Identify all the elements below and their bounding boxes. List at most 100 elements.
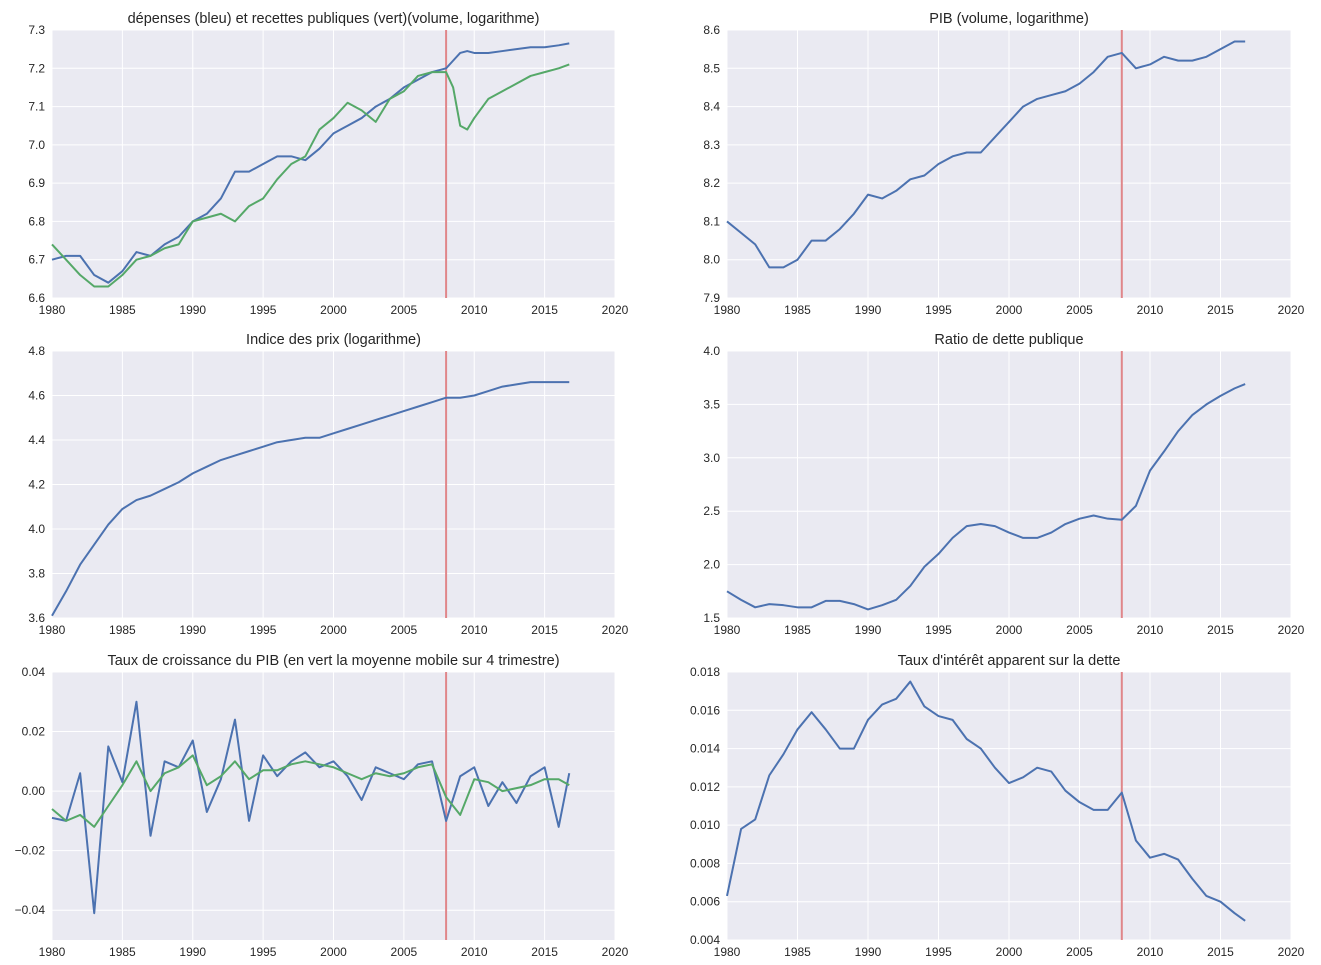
x-tick-label: 1980	[39, 623, 66, 637]
x-tick-label: 2010	[1137, 623, 1164, 637]
x-tick-label: 2005	[391, 945, 418, 959]
x-tick-label: 2020	[602, 623, 629, 637]
chart-title: dépenses (bleu) et recettes publiques (v…	[128, 11, 540, 27]
x-tick-label: 1995	[925, 623, 952, 637]
x-tick-label: 1990	[179, 945, 206, 959]
y-tick-label: 0.016	[690, 703, 720, 717]
y-tick-label: 4.2	[28, 478, 45, 492]
x-tick-label: 2015	[1207, 303, 1234, 317]
series-line	[51, 700, 571, 915]
y-tick-label: 8.5	[703, 61, 720, 75]
x-tick-label: 2015	[531, 945, 558, 959]
x-tick-label: 2020	[1278, 303, 1305, 317]
chart-title: Ratio de dette publique	[934, 332, 1083, 348]
x-tick-label: 2010	[461, 623, 488, 637]
series-line	[51, 63, 570, 288]
x-tick-label: 2000	[996, 945, 1023, 959]
y-tick-label: 0.006	[690, 895, 720, 909]
x-tick-label: 2015	[1207, 623, 1234, 637]
y-tick-label: −0.04	[15, 903, 46, 917]
chart-title: Taux de croissance du PIB (en vert la mo…	[107, 653, 559, 669]
x-tick-label: 2000	[320, 623, 347, 637]
x-tick-label: 2020	[602, 303, 629, 317]
y-tick-label: 0.010	[690, 818, 720, 832]
y-tick-label: 3.6	[28, 611, 45, 625]
y-tick-label: 6.8	[28, 214, 45, 228]
y-tick-label: 1.5	[703, 611, 720, 625]
chart-title: Indice des prix (logarithme)	[246, 332, 421, 348]
x-tick-label: 1985	[784, 303, 811, 317]
x-tick-label: 2000	[996, 303, 1023, 317]
x-tick-label: 2000	[320, 945, 347, 959]
x-tick-label: 1990	[855, 303, 882, 317]
x-tick-label: 2010	[1137, 303, 1164, 317]
y-tick-label: 6.6	[28, 291, 45, 305]
x-tick-label: 2005	[391, 303, 418, 317]
x-tick-label: 2005	[1066, 945, 1093, 959]
x-tick-label: 2015	[531, 623, 558, 637]
x-tick-label: 1995	[925, 303, 952, 317]
series-line	[726, 383, 1246, 611]
y-tick-label: 0.012	[690, 780, 720, 794]
y-tick-label: 0.008	[690, 856, 720, 870]
y-tick-label: 6.7	[28, 253, 45, 267]
x-tick-label: 1980	[714, 623, 741, 637]
x-tick-label: 1985	[784, 623, 811, 637]
x-tick-label: 1990	[855, 623, 882, 637]
y-tick-label: 8.4	[703, 100, 720, 114]
series-line	[51, 381, 570, 617]
x-tick-label: 2010	[461, 945, 488, 959]
x-tick-label: 2020	[602, 945, 629, 959]
y-tick-label: 4.6	[28, 389, 45, 403]
x-tick-label: 2010	[1137, 945, 1164, 959]
x-tick-label: 2005	[1066, 623, 1093, 637]
x-tick-label: 2005	[1066, 303, 1093, 317]
x-tick-label: 1985	[109, 945, 136, 959]
y-tick-label: 0.00	[22, 784, 46, 798]
y-tick-label: 4.8	[28, 344, 45, 358]
y-tick-label: 4.0	[28, 522, 45, 536]
x-tick-label: 1980	[39, 945, 66, 959]
x-tick-label: 1995	[250, 623, 277, 637]
x-tick-label: 2000	[996, 623, 1023, 637]
x-tick-label: 2000	[320, 303, 347, 317]
x-tick-label: 1980	[714, 303, 741, 317]
x-tick-label: 1995	[925, 945, 952, 959]
y-tick-label: 3.8	[28, 567, 45, 581]
y-tick-label: 7.2	[28, 61, 45, 75]
series-line	[726, 40, 1246, 269]
y-tick-label: 6.9	[28, 176, 45, 190]
y-tick-label: 8.3	[703, 138, 720, 152]
x-tick-label: 1990	[179, 623, 206, 637]
x-tick-label: 2015	[531, 303, 558, 317]
y-tick-label: 8.1	[703, 214, 720, 228]
y-tick-label: 2.5	[703, 504, 720, 518]
y-tick-label: 0.004	[690, 933, 720, 947]
series-line	[51, 42, 570, 284]
x-tick-label: 1995	[250, 945, 277, 959]
x-tick-label: 1990	[179, 303, 206, 317]
y-tick-label: 7.3	[28, 23, 45, 37]
x-tick-label: 2010	[461, 303, 488, 317]
y-tick-label: 0.02	[22, 725, 46, 739]
chart-title: PIB (volume, logarithme)	[929, 11, 1089, 27]
series-line	[51, 754, 570, 828]
y-tick-label: 8.0	[703, 253, 720, 267]
y-tick-label: −0.02	[15, 844, 46, 858]
y-tick-label: 4.4	[28, 433, 45, 447]
y-tick-label: 7.1	[28, 100, 45, 114]
x-tick-label: 2015	[1207, 945, 1234, 959]
x-tick-label: 1985	[109, 303, 136, 317]
y-tick-label: 8.6	[703, 23, 720, 37]
y-tick-label: 7.9	[703, 291, 720, 305]
x-tick-label: 1980	[39, 303, 66, 317]
y-tick-label: 0.04	[22, 665, 46, 679]
chart-title: Taux d'intérêt apparent sur la dette	[898, 653, 1121, 669]
y-tick-label: 8.2	[703, 176, 720, 190]
y-tick-label: 7.0	[28, 138, 45, 152]
x-tick-label: 1985	[109, 623, 136, 637]
y-tick-label: 0.014	[690, 742, 720, 756]
y-tick-label: 3.5	[703, 397, 720, 411]
series-line	[726, 680, 1246, 922]
